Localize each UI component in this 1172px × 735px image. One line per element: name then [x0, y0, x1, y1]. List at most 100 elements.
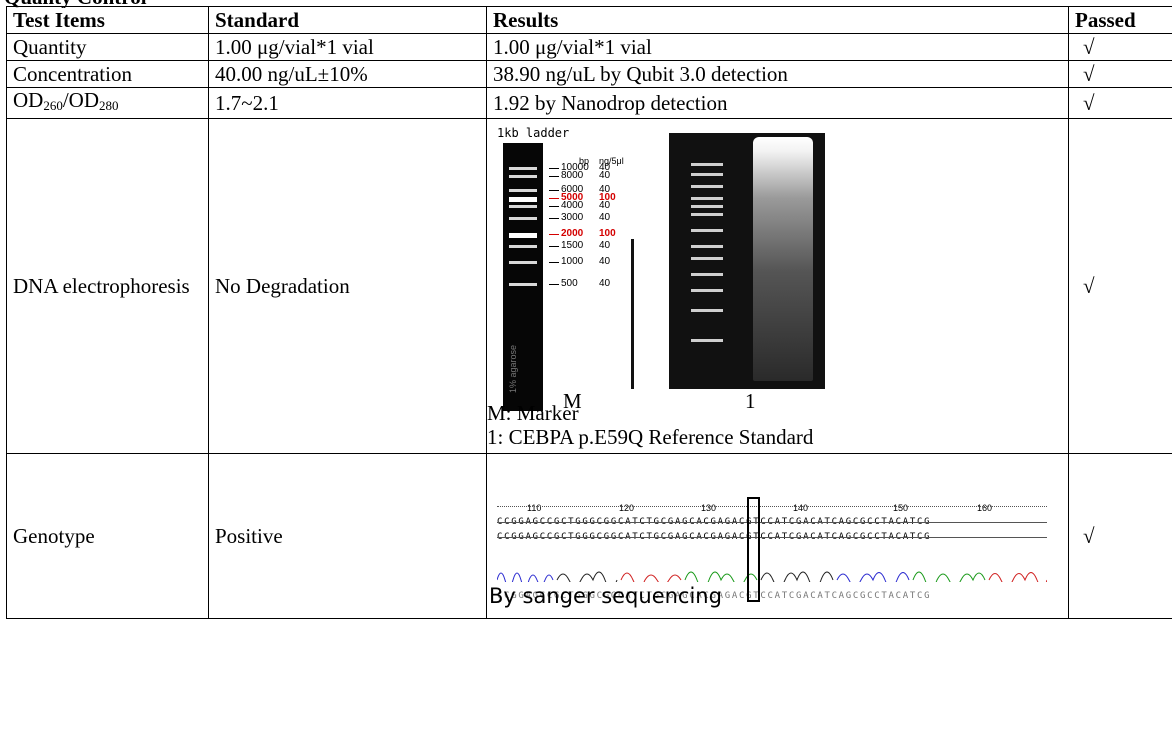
- marker-band: [691, 173, 723, 176]
- position-label: 110: [527, 503, 542, 513]
- od-label: OD: [13, 88, 44, 112]
- passed-check: √: [1068, 60, 1172, 88]
- quality-control-table: Test Items Standard Results Passed Quant…: [6, 6, 1172, 619]
- ladder-ng-label: 40: [599, 162, 611, 173]
- marker-band: [691, 257, 723, 260]
- called-sequence: CCGGAGCCGCTGGGCGGCATCTGCGAGCACGAGACGTCCA…: [497, 591, 932, 601]
- electrophoresis-result: 1kb ladder 1% agarose bp ng/5μl 10000 40 8…: [486, 118, 1069, 454]
- cell-standard: 1.00 μg/vial*1 vial: [208, 33, 487, 61]
- passed-check: √: [1068, 33, 1172, 61]
- marker-band: [691, 205, 723, 208]
- cell-item: Genotype: [6, 453, 209, 619]
- ladder-band: [509, 217, 537, 220]
- marker-band: [691, 213, 723, 216]
- cell-item: Quantity: [6, 33, 209, 61]
- genomic-dna-smear: [753, 137, 813, 381]
- clipped-section-heading: Quality Control: [0, 0, 1172, 8]
- marker-band: [691, 229, 723, 232]
- chromatogram-trace: [497, 571, 1047, 582]
- legend-sample: 1: CEBPA p.E59Q Reference Standard: [487, 425, 814, 449]
- marker-band: [691, 185, 723, 188]
- passed-check: √: [1068, 118, 1172, 454]
- header-standard: Standard: [208, 6, 487, 34]
- marker-band: [691, 309, 723, 312]
- ladder-bp-label: 6000: [561, 184, 584, 195]
- position-label: 140: [793, 503, 809, 513]
- ladder-band: [509, 283, 537, 286]
- ladder-ng-label: 40: [599, 170, 611, 181]
- header-passed: Passed: [1068, 6, 1172, 34]
- table-row-dna-electrophoresis: DNA electrophoresis No Degradation 1kb l…: [6, 118, 1172, 454]
- marker-band: [691, 273, 723, 276]
- sequencing-method: By sanger sequencing: [489, 584, 722, 608]
- ladder-gel-image: 1% agarose: [503, 143, 543, 411]
- lane-label-sample: 1: [745, 389, 756, 413]
- ladder-bp-label: 1500: [561, 240, 584, 251]
- ladder-tick: [549, 218, 559, 219]
- ladder-tick: [549, 234, 559, 235]
- section-heading-fragment: Quality Control: [4, 0, 147, 8]
- cell-standard: 40.00 ng/uL±10%: [208, 60, 487, 88]
- marker-band: [691, 163, 723, 166]
- sequence-divider: [497, 537, 1047, 538]
- position-label: 130: [701, 503, 717, 513]
- ladder-ng-label: 40: [599, 278, 611, 289]
- ladder-band: [509, 197, 537, 202]
- position-ruler: [497, 506, 1047, 508]
- ladder-tick: [549, 190, 559, 191]
- ladder-ng-label: 40: [599, 256, 611, 267]
- od-subscript: 280: [99, 98, 119, 113]
- ladder-band: [509, 245, 537, 248]
- passed-check: √: [1068, 87, 1172, 119]
- ladder-ng-label: 40: [599, 184, 611, 195]
- ladder-bp-label: 8000: [561, 170, 584, 181]
- header-test-items: Test Items: [6, 6, 209, 34]
- marker-band: [691, 289, 723, 292]
- ladder-tick: [549, 198, 559, 199]
- ladder-bp-label: 500: [561, 278, 578, 289]
- header-results: Results: [486, 6, 1069, 34]
- passed-check: √: [1068, 453, 1172, 619]
- ladder-tick: [549, 284, 559, 285]
- lane-label-marker: M: [563, 389, 582, 413]
- thin-lane-image: [631, 239, 634, 389]
- position-label: 120: [619, 503, 635, 513]
- table-row-concentration: Concentration 40.00 ng/uL±10% 38.90 ng/u…: [6, 60, 1172, 88]
- cell-result: 1.92 by Nanodrop detection: [486, 87, 1069, 119]
- marker-band: [691, 339, 723, 342]
- ladder-tick: [549, 206, 559, 207]
- od-label: /OD: [62, 88, 100, 112]
- od-subscript: 260: [43, 98, 63, 113]
- cell-item: Concentration: [6, 60, 209, 88]
- ladder-band: [509, 233, 537, 238]
- ladder-title: 1kb ladder: [497, 126, 570, 140]
- marker-band: [691, 245, 723, 248]
- ladder-band: [509, 167, 537, 170]
- ladder-ng-label: 40: [599, 200, 611, 211]
- ladder-ng-label: 100: [599, 228, 616, 239]
- ladder-bp-label: 5000: [561, 192, 584, 203]
- cell-standard: 1.7~2.1: [208, 87, 487, 119]
- ladder-ng-label: 40: [599, 212, 611, 223]
- legend-marker: M: Marker: [487, 401, 579, 425]
- ladder-ng-label: 100: [599, 192, 616, 203]
- marker-band: [691, 197, 723, 200]
- ladder-tick: [549, 168, 559, 169]
- table-header-row: Test Items Standard Results Passed: [6, 6, 1172, 34]
- chromatogram-figure: 110 120 130 140 150 160 CCGGAGCCGCTGGGCGGCATC…: [487, 454, 1057, 618]
- scale-header-bp: bp: [579, 156, 590, 166]
- ladder-tick: [549, 246, 559, 247]
- table-row-quantity: Quantity 1.00 μg/vial*1 vial 1.00 μg/via…: [6, 33, 1172, 61]
- gel-figure: 1kb ladder 1% agarose bp ng/5μl 10000 40 8…: [487, 119, 1057, 453]
- ladder-bp-label: 3000: [561, 212, 584, 223]
- ladder-bp-label: 10000: [561, 162, 589, 173]
- table-row-genotype: Genotype Positive 110 120 130 140 150 160 CCG…: [6, 453, 1172, 619]
- mutation-highlight-box: [747, 497, 760, 602]
- cell-item: DNA electrophoresis: [6, 118, 209, 454]
- ladder-band: [509, 261, 537, 264]
- ladder-bp-label: 4000: [561, 200, 584, 211]
- cell-standard: No Degradation: [208, 118, 487, 454]
- ladder-ng-label: 40: [599, 240, 611, 251]
- cell-result: 38.90 ng/uL by Qubit 3.0 detection: [486, 60, 1069, 88]
- cell-item: OD260/OD280: [6, 87, 209, 119]
